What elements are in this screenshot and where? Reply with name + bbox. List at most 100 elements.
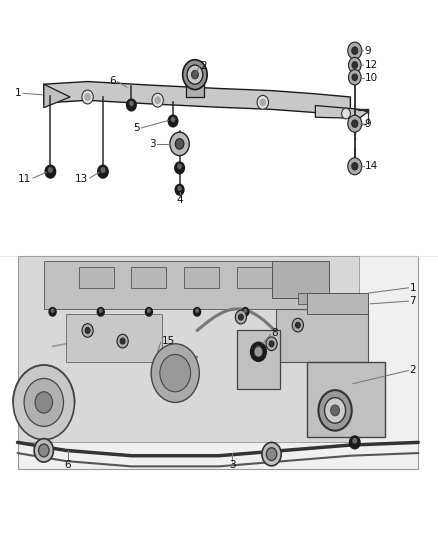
Circle shape [325,398,346,423]
Circle shape [191,70,198,79]
Circle shape [352,120,358,127]
Text: 11: 11 [18,174,31,183]
Circle shape [342,108,350,119]
Circle shape [130,101,133,106]
Bar [298,293,324,304]
Circle shape [292,318,304,332]
Bar [307,362,385,437]
Circle shape [254,346,263,357]
Text: 2: 2 [410,366,416,375]
Circle shape [183,60,207,90]
Circle shape [175,184,184,195]
Circle shape [331,405,339,416]
Circle shape [85,327,90,334]
Circle shape [152,93,163,107]
Circle shape [85,94,90,100]
Circle shape [39,444,49,457]
Text: 13: 13 [74,174,88,183]
Bar [66,314,162,362]
Circle shape [352,62,357,68]
Circle shape [194,308,201,316]
Text: 10: 10 [364,73,378,83]
Circle shape [170,132,189,156]
Circle shape [82,324,93,337]
Circle shape [148,309,150,312]
Circle shape [262,442,281,466]
Text: 15: 15 [162,336,175,346]
Bar [18,256,359,442]
Circle shape [353,439,357,443]
Circle shape [171,117,175,122]
Circle shape [175,139,184,149]
Circle shape [101,168,105,172]
Circle shape [175,162,184,174]
Bar [276,309,368,362]
Circle shape [117,334,128,348]
Text: 6: 6 [110,76,116,86]
Text: 8: 8 [272,328,278,338]
Circle shape [99,309,102,312]
Circle shape [82,90,93,104]
Text: 1: 1 [410,283,416,293]
Text: 14: 14 [364,161,378,171]
Circle shape [256,346,261,353]
Circle shape [168,115,178,127]
Polygon shape [315,106,368,118]
Circle shape [318,390,352,431]
Circle shape [349,58,361,72]
Text: 9: 9 [364,46,371,55]
Bar [44,261,307,309]
Circle shape [49,308,56,316]
Circle shape [266,448,277,461]
Text: 2: 2 [201,61,207,70]
Circle shape [348,158,362,175]
Circle shape [349,70,361,85]
Bar [184,266,219,288]
Circle shape [295,322,300,328]
Circle shape [251,342,266,361]
Circle shape [51,309,54,312]
Circle shape [235,310,247,324]
Circle shape [13,365,74,440]
Circle shape [196,309,198,312]
Circle shape [178,187,181,190]
Bar [18,256,418,469]
Circle shape [352,47,358,54]
Circle shape [160,354,191,392]
Circle shape [244,309,247,312]
Text: 5: 5 [134,123,140,133]
Circle shape [348,115,362,132]
Circle shape [35,392,53,413]
Text: 3: 3 [149,139,155,149]
Text: 6: 6 [64,460,71,470]
Polygon shape [237,330,280,389]
Circle shape [260,99,265,106]
Text: 7: 7 [410,296,416,306]
Bar [131,266,166,288]
Polygon shape [44,84,70,108]
Circle shape [151,344,199,402]
Circle shape [242,308,249,316]
Circle shape [350,436,360,449]
Circle shape [238,314,244,320]
Circle shape [120,338,125,344]
Circle shape [98,165,108,178]
Circle shape [45,165,56,178]
Circle shape [24,378,64,426]
Bar [79,266,114,288]
Text: 4: 4 [176,195,183,205]
Bar [272,261,328,298]
Circle shape [352,163,358,170]
Circle shape [178,164,181,168]
Circle shape [187,65,203,84]
Bar [237,266,272,288]
Polygon shape [186,83,204,97]
Text: 9: 9 [364,119,371,128]
Bar [307,293,368,314]
Circle shape [352,74,357,80]
Circle shape [145,308,152,316]
Circle shape [257,95,268,109]
Circle shape [127,99,136,111]
Text: 1: 1 [15,88,22,98]
Text: 12: 12 [364,60,378,70]
